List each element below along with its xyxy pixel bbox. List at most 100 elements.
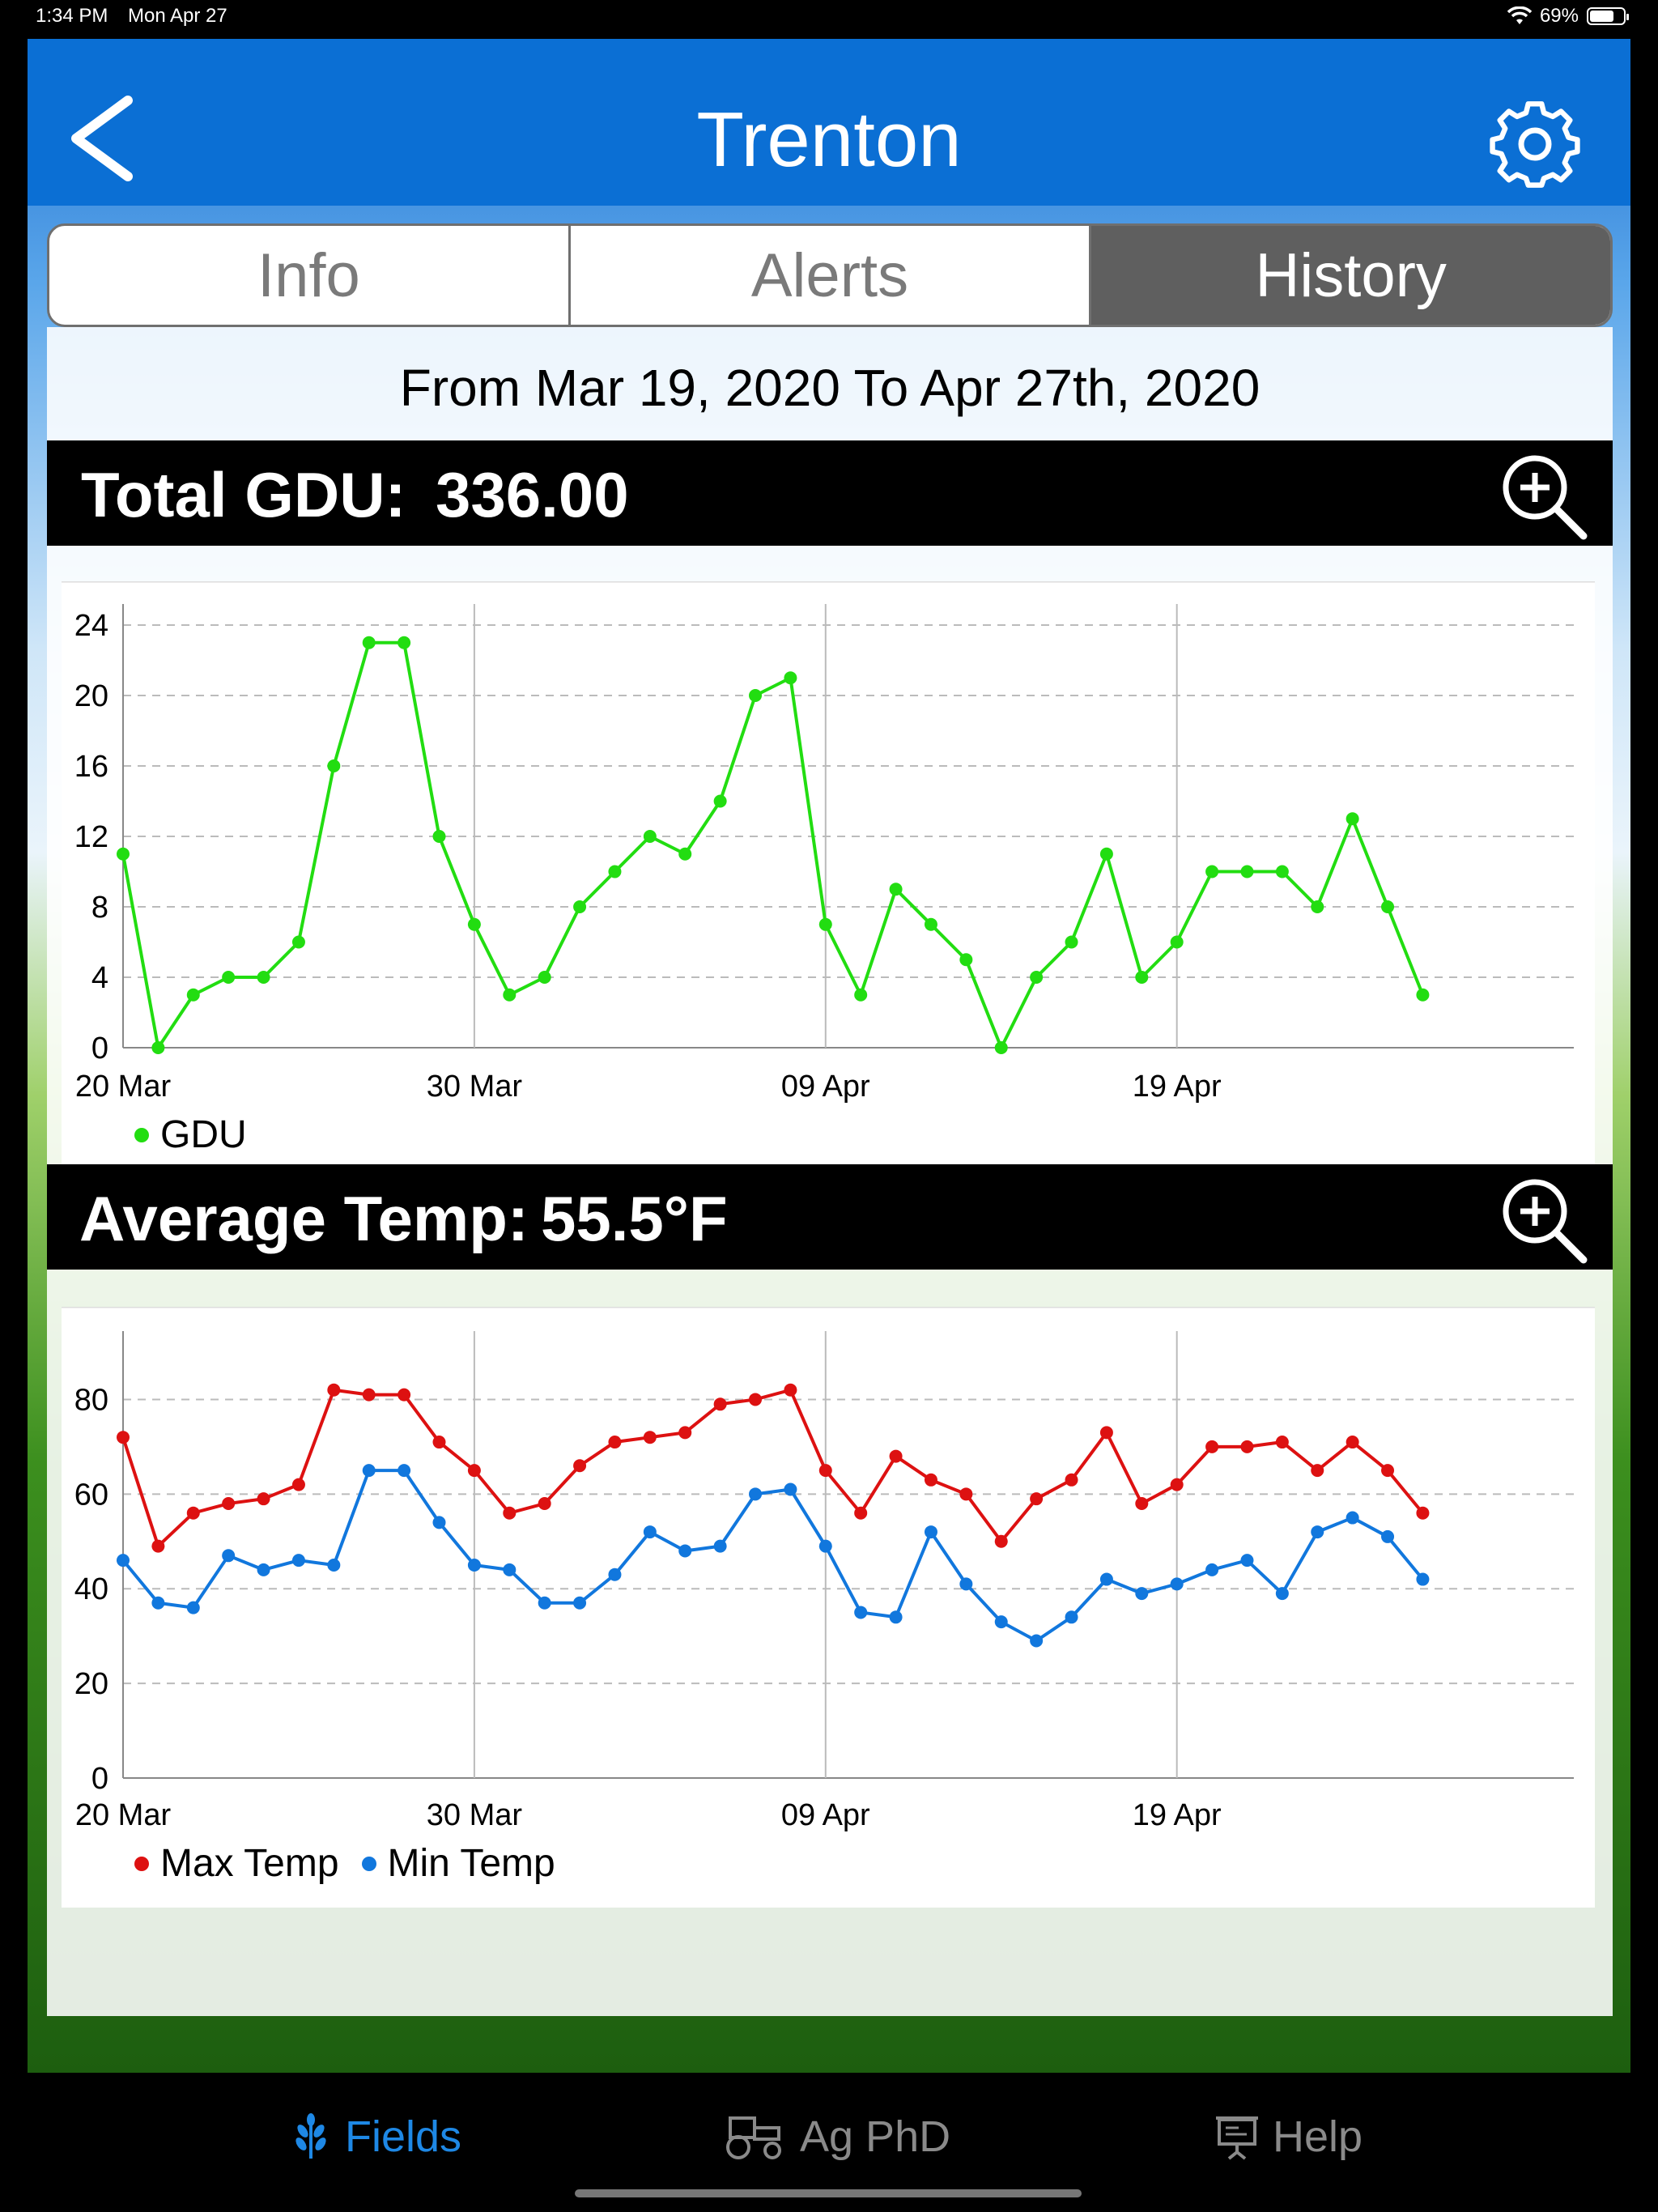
tab-alerts[interactable]: Alerts — [571, 226, 1092, 325]
data-point — [186, 988, 200, 1002]
data-point — [327, 1383, 341, 1397]
data-point — [608, 865, 622, 878]
data-point — [818, 1464, 832, 1478]
data-point — [678, 847, 692, 861]
data-point — [222, 1497, 236, 1511]
data-point — [889, 883, 903, 896]
wifi-icon — [1507, 6, 1532, 24]
x-tick-label: 09 Apr — [781, 1798, 870, 1832]
data-point — [467, 1559, 481, 1572]
data-point — [467, 917, 481, 931]
data-point — [713, 794, 727, 808]
tab-info[interactable]: Info — [49, 226, 571, 325]
gdu-legend: GDU — [134, 1112, 247, 1157]
gdu-chart-svg: 0 4 8 12 16 20 24 20 Mar 30 Mar 09 Apr 19 Apr — [62, 581, 1595, 1104]
data-point — [1311, 900, 1324, 913]
data-point — [818, 917, 832, 931]
data-point — [538, 1596, 551, 1610]
data-point — [1065, 1473, 1078, 1487]
data-point — [1240, 865, 1254, 878]
legend-label-max-temp: Max Temp — [160, 1842, 339, 1885]
legend-label-gdu: GDU — [160, 1113, 247, 1156]
data-point — [432, 1516, 446, 1529]
y-tick-label: 4 — [91, 961, 108, 995]
y-tick-label: 12 — [74, 820, 108, 854]
data-point — [749, 1487, 763, 1501]
y-tick-label: 0 — [91, 1032, 108, 1066]
data-point — [538, 971, 551, 984]
data-point — [959, 1577, 973, 1591]
data-point — [1346, 812, 1359, 826]
data-point — [397, 636, 411, 649]
tractor-icon — [726, 2116, 781, 2159]
status-date: Mon Apr 27 — [128, 5, 227, 27]
data-point — [1311, 1464, 1324, 1478]
y-tick-label: 60 — [74, 1478, 108, 1512]
presentation-icon — [1216, 2116, 1258, 2160]
data-point — [608, 1436, 622, 1449]
data-point — [503, 988, 517, 1002]
data-point — [608, 1568, 622, 1581]
x-tick-label: 20 Mar — [75, 1798, 172, 1832]
data-point — [713, 1539, 727, 1553]
data-point — [643, 1525, 657, 1539]
data-point — [432, 830, 446, 843]
x-tick-label: 19 Apr — [1133, 1798, 1222, 1832]
data-point — [1346, 1436, 1359, 1449]
data-point — [397, 1464, 411, 1478]
temp-chart: 0 20 40 60 80 20 Mar 30 Mar 09 Apr 19 Apr Max Te… — [62, 1307, 1595, 1908]
x-tick-label: 20 Mar — [75, 1070, 172, 1104]
y-tick-label: 40 — [74, 1572, 108, 1606]
data-point — [713, 1397, 727, 1411]
tab-history[interactable]: History — [1091, 226, 1610, 325]
status-indicators: 69% — [1507, 5, 1629, 28]
data-point — [397, 1388, 411, 1402]
tab-ag-phd[interactable]: Ag PhD — [722, 2112, 950, 2162]
data-point — [573, 1459, 587, 1473]
chevron-left-icon[interactable] — [63, 94, 141, 183]
x-tick-label: 09 Apr — [781, 1070, 870, 1104]
y-tick-label: 0 — [91, 1762, 108, 1796]
y-tick-label: 80 — [74, 1383, 108, 1417]
legend-dot-max-temp — [134, 1856, 149, 1871]
data-point — [1275, 1436, 1289, 1449]
zoom-in-icon[interactable] — [1496, 449, 1590, 542]
data-point — [1135, 971, 1149, 984]
gear-icon[interactable] — [1488, 97, 1582, 191]
data-point — [291, 1478, 305, 1491]
data-point — [959, 1487, 973, 1501]
y-tick-label: 20 — [74, 1667, 108, 1701]
data-point — [117, 847, 130, 861]
data-point — [1205, 865, 1219, 878]
data-point — [222, 971, 236, 984]
battery-percent: 69% — [1539, 5, 1579, 27]
data-point — [678, 1544, 692, 1558]
temp-value: 55.5°F — [541, 1183, 728, 1254]
data-point — [994, 1615, 1008, 1629]
data-point — [1240, 1554, 1254, 1568]
data-point — [257, 971, 270, 984]
date-range: From Mar 19, 2020 To Apr 27th, 2020 — [399, 359, 1261, 417]
data-point — [503, 1563, 517, 1576]
home-indicator[interactable] — [575, 2189, 1082, 2197]
data-point — [257, 1492, 270, 1506]
history-panel: From Mar 19, 2020 To Apr 27th, 2020 Tota… — [47, 327, 1613, 2016]
data-point — [889, 1610, 903, 1624]
data-point — [1030, 1492, 1044, 1506]
data-point — [1346, 1511, 1359, 1525]
data-point — [291, 1554, 305, 1568]
tab-help[interactable]: Help — [1214, 2112, 1363, 2162]
data-point — [362, 1388, 376, 1402]
data-point — [1275, 865, 1289, 878]
zoom-in-icon[interactable] — [1496, 1172, 1590, 1266]
data-point — [1065, 1610, 1078, 1624]
data-point — [117, 1431, 130, 1444]
tab-fields[interactable]: Fields — [290, 2112, 461, 2162]
data-point — [327, 759, 341, 772]
data-point — [959, 953, 973, 967]
data-point — [784, 1482, 797, 1496]
status-bar: 1:34 PM Mon Apr 27 69% — [0, 0, 1658, 36]
x-tick-label: 19 Apr — [1133, 1070, 1222, 1104]
gdu-chart: 0 4 8 12 16 20 24 20 Mar 30 Mar 09 Apr 19 Apr GDU — [62, 581, 1595, 1164]
data-point — [1170, 1577, 1184, 1591]
